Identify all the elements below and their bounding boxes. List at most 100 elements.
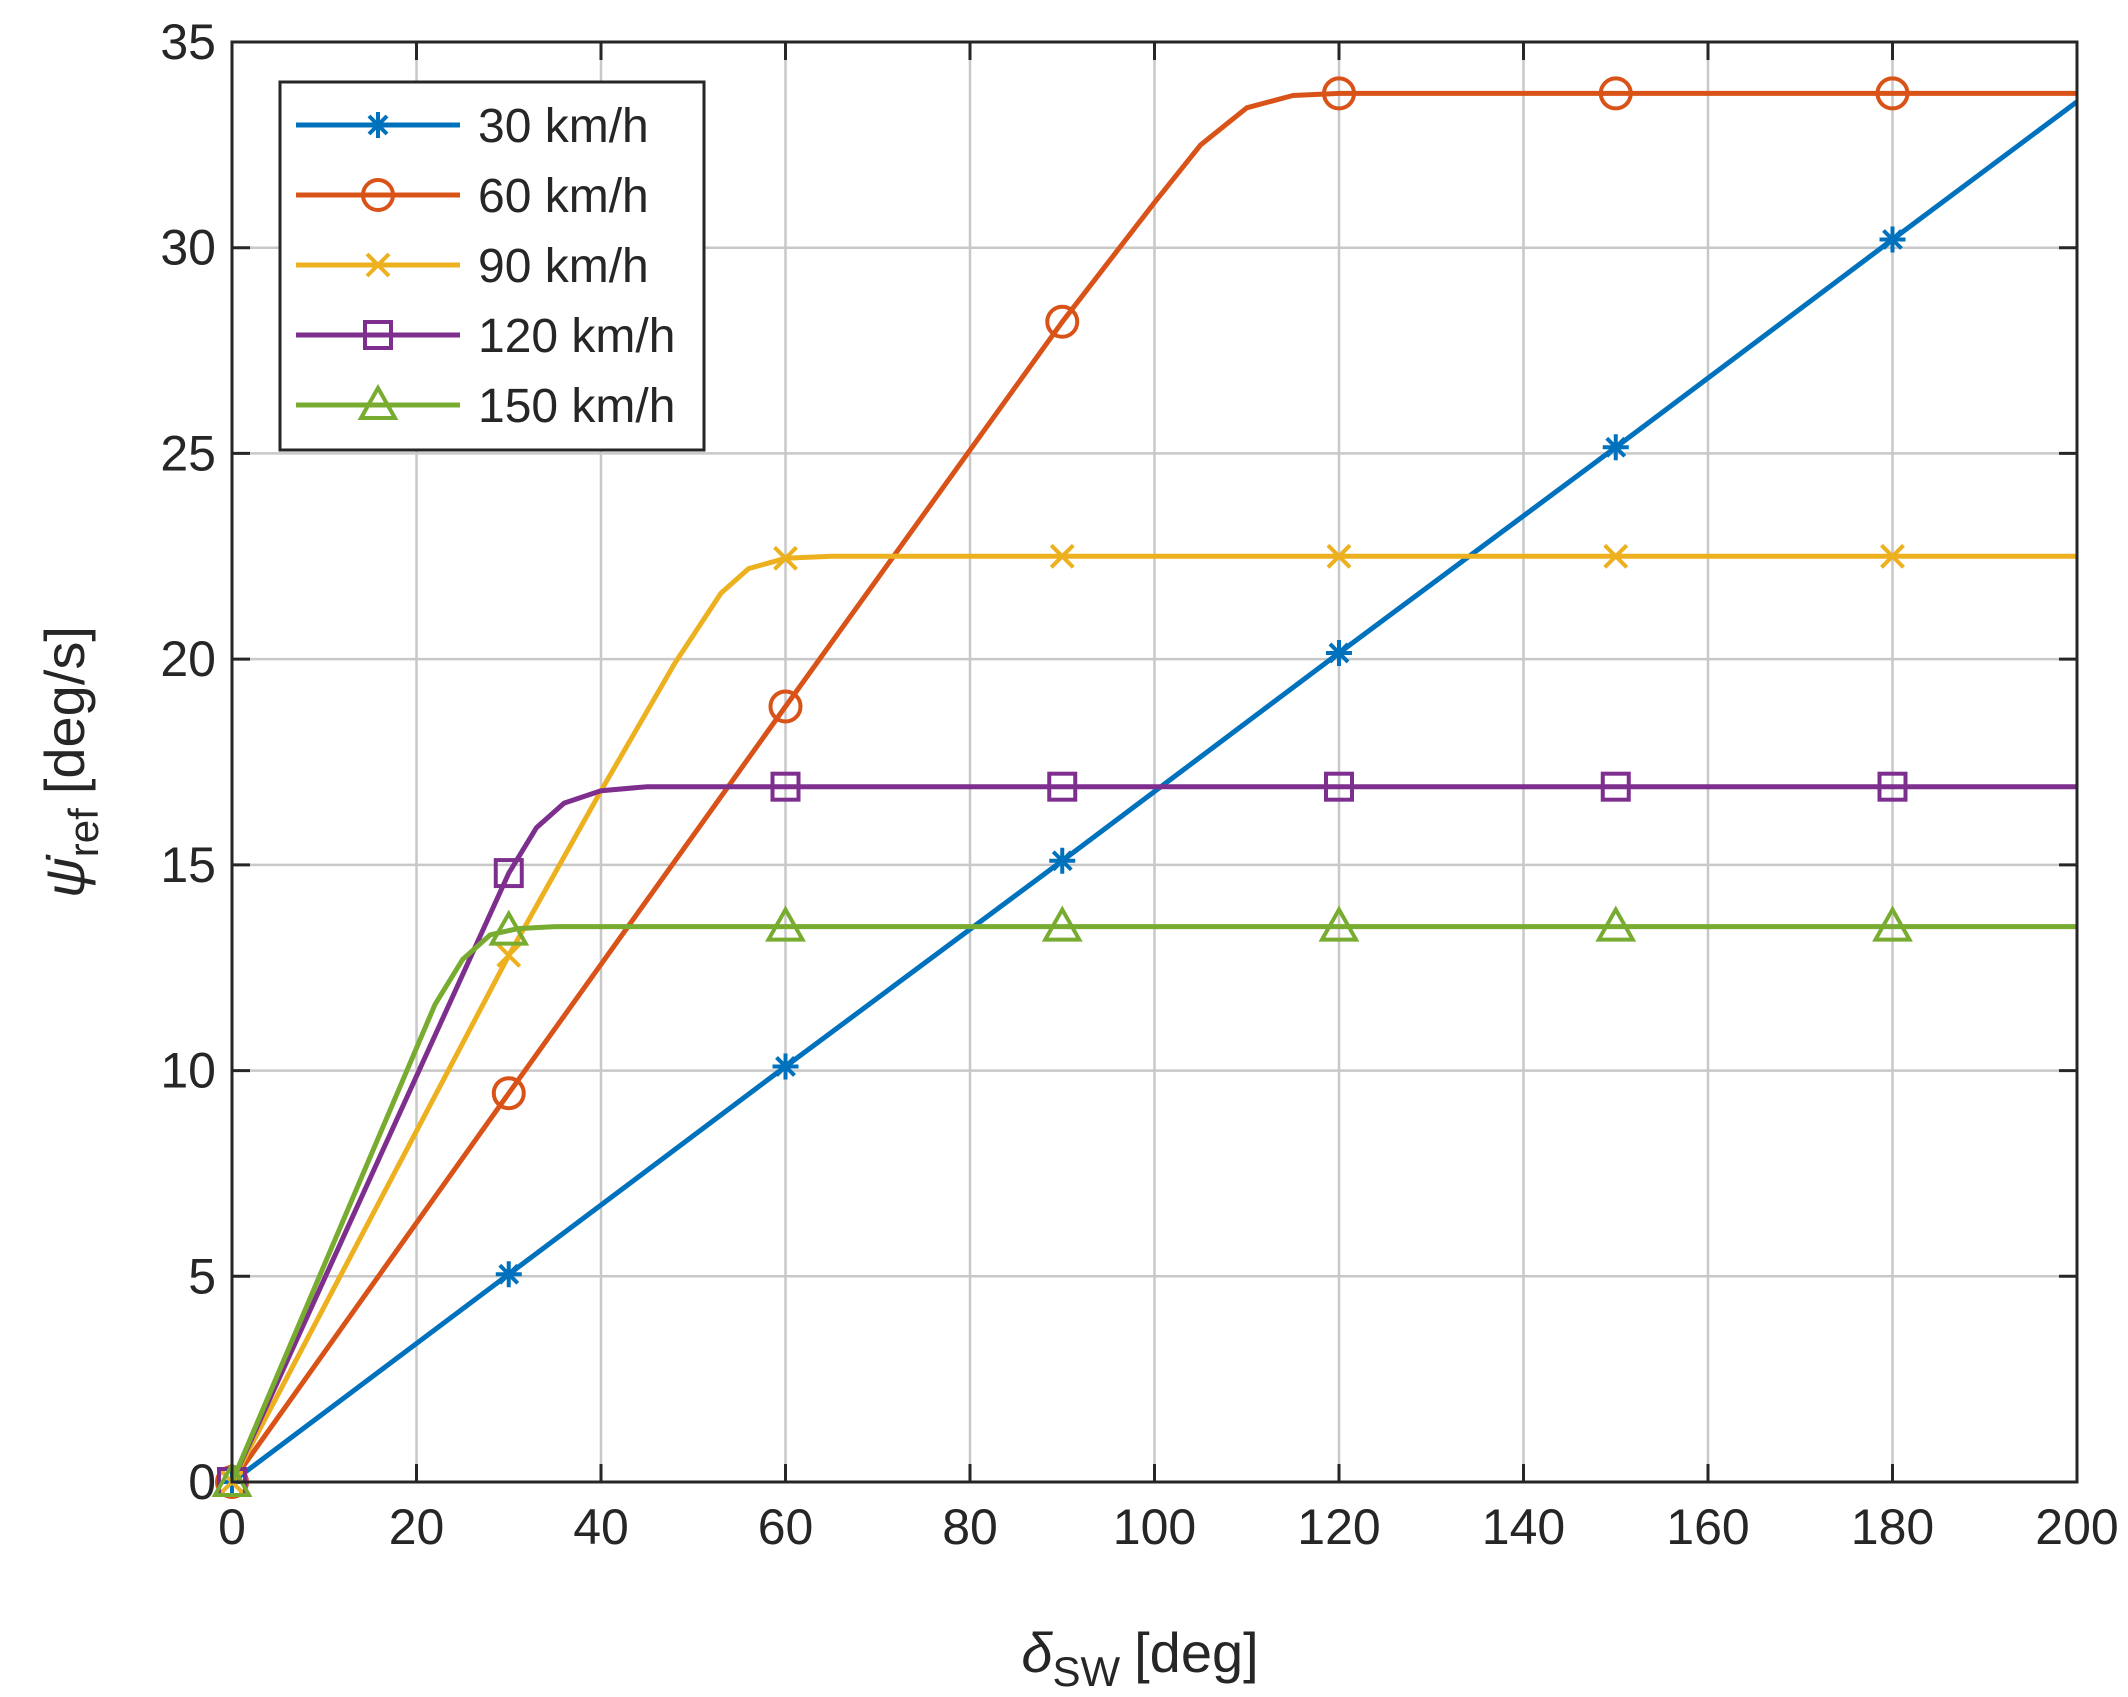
data-point-marker bbox=[491, 1076, 526, 1111]
data-point-marker-shape bbox=[772, 1053, 799, 1080]
x-tick-label: 160 bbox=[1666, 1499, 1749, 1555]
data-point-marker-shape bbox=[1875, 76, 1910, 111]
data-point-marker-shape bbox=[1877, 771, 1908, 802]
data-point-marker-shape bbox=[1603, 543, 1629, 569]
x-axis-label: δSW [deg] bbox=[1021, 1621, 1258, 1695]
data-point-marker bbox=[765, 905, 806, 942]
tick-marks bbox=[230, 40, 2079, 1484]
y-tick-label: 25 bbox=[160, 425, 216, 481]
y-tick-label: 0 bbox=[188, 1454, 216, 1510]
data-point-marker-shape bbox=[488, 909, 530, 946]
y-axis-label: ψ̇ref[deg/s] bbox=[33, 626, 107, 898]
x-tick-label: 60 bbox=[758, 1499, 814, 1555]
legend-marker bbox=[361, 178, 395, 212]
data-point-marker bbox=[493, 858, 524, 889]
legend-marker bbox=[365, 252, 391, 278]
data-point-marker-shape bbox=[1602, 434, 1629, 461]
data-point-marker bbox=[1875, 76, 1910, 111]
x-tick-label: 120 bbox=[1297, 1499, 1380, 1555]
y-tick-label: 15 bbox=[160, 837, 216, 893]
x-tick-label: 140 bbox=[1482, 1499, 1565, 1555]
y-tick-label: 35 bbox=[160, 14, 216, 70]
data-point-marker bbox=[1879, 226, 1906, 253]
legend-label: 150 km/h bbox=[478, 380, 675, 433]
data-point-marker bbox=[1326, 639, 1352, 666]
data-point-marker bbox=[1324, 771, 1354, 802]
x-tick-label: 200 bbox=[2035, 1499, 2118, 1555]
legend-marker-shape bbox=[363, 320, 393, 350]
y-tick-label: 5 bbox=[188, 1248, 216, 1304]
data-point-marker-shape bbox=[1322, 76, 1356, 111]
data-point-marker-shape bbox=[1595, 905, 1637, 942]
legend-label: 90 km/h bbox=[478, 240, 649, 293]
legend-label: 60 km/h bbox=[478, 170, 649, 223]
data-point-marker bbox=[1603, 543, 1629, 569]
legend-marker-shape bbox=[365, 112, 391, 138]
data-point-marker bbox=[1598, 76, 1633, 111]
data-point-marker-shape bbox=[495, 1261, 522, 1288]
legend-marker-shape bbox=[361, 178, 395, 212]
legend: 30 km/h 60 km/h 90 km/h 120 km/h 150 km/h bbox=[278, 80, 706, 452]
data-point-marker bbox=[1049, 847, 1076, 874]
y-tick-labels: 0 5 10 15 20 25 30 35 bbox=[160, 14, 216, 1510]
data-point-marker-shape bbox=[773, 545, 798, 571]
legend-item: 120 km/h bbox=[296, 310, 675, 363]
data-point-marker-shape bbox=[493, 858, 524, 889]
x-tick-label: 0 bbox=[218, 1499, 246, 1555]
y-tick-label: 30 bbox=[160, 220, 216, 276]
y-tick-label: 10 bbox=[160, 1043, 216, 1099]
legend-item: 90 km/h bbox=[296, 240, 649, 293]
data-point-marker bbox=[1041, 905, 1083, 942]
data-point-marker-shape bbox=[1324, 771, 1354, 802]
data-point-marker-shape bbox=[768, 689, 803, 724]
series-line bbox=[229, 90, 2077, 1484]
data-point-marker-shape bbox=[211, 1460, 253, 1497]
legend-item: 30 km/h bbox=[296, 100, 649, 153]
y-tick-label: 20 bbox=[160, 631, 216, 687]
legend-marker bbox=[363, 320, 393, 350]
data-point-marker-shape bbox=[496, 942, 522, 968]
legend-label: 30 km/h bbox=[478, 100, 649, 153]
x-tick-labels: 0 20 40 60 80 100 120 140 160 180 200 bbox=[218, 1499, 2119, 1555]
data-point-marker bbox=[1318, 905, 1360, 942]
x-tick-label: 180 bbox=[1851, 1499, 1934, 1555]
data-point-marker bbox=[1602, 434, 1629, 461]
data-point-marker bbox=[1047, 771, 1078, 802]
series-line bbox=[229, 784, 2077, 1484]
data-point-marker-shape bbox=[1045, 304, 1080, 339]
legend-marker bbox=[357, 383, 399, 420]
data-point-marker bbox=[488, 909, 530, 946]
data-point-marker bbox=[1877, 771, 1908, 802]
data-point-marker bbox=[495, 1261, 522, 1288]
data-point-marker bbox=[772, 1053, 799, 1080]
data-point-marker bbox=[496, 942, 522, 968]
data-point-marker bbox=[1322, 76, 1356, 111]
data-point-marker-shape bbox=[1049, 847, 1076, 874]
data-point-marker-shape bbox=[1047, 771, 1078, 802]
data-point-marker bbox=[1872, 905, 1913, 942]
grid-lines bbox=[232, 42, 2077, 1482]
data-point-marker bbox=[1880, 543, 1905, 569]
data-point-marker-shape bbox=[1326, 543, 1352, 569]
data-point-marker-shape bbox=[1872, 905, 1913, 942]
legend-marker-shape bbox=[365, 252, 391, 278]
legend-label: 120 km/h bbox=[478, 310, 675, 363]
y-axis-label-group: ψ̇ref[deg/s] bbox=[33, 626, 107, 898]
data-point-marker bbox=[1326, 543, 1352, 569]
series-line bbox=[230, 99, 2079, 1484]
x-tick-label: 40 bbox=[573, 1499, 629, 1555]
data-point-marker-shape bbox=[765, 905, 806, 942]
data-point-marker bbox=[211, 1460, 253, 1497]
data-point-marker-shape bbox=[491, 1076, 526, 1111]
data-point-marker bbox=[768, 689, 803, 724]
data-point-marker-shape bbox=[1049, 543, 1075, 569]
x-tick-label: 20 bbox=[389, 1499, 445, 1555]
data-point-marker-shape bbox=[1598, 76, 1633, 111]
data-point-marker bbox=[773, 545, 798, 571]
data-point-marker bbox=[770, 771, 801, 802]
data-point-marker bbox=[1049, 543, 1075, 569]
data-point-marker bbox=[1595, 905, 1637, 942]
x-tick-label: 100 bbox=[1113, 1499, 1196, 1555]
legend-marker-shape bbox=[357, 383, 399, 420]
